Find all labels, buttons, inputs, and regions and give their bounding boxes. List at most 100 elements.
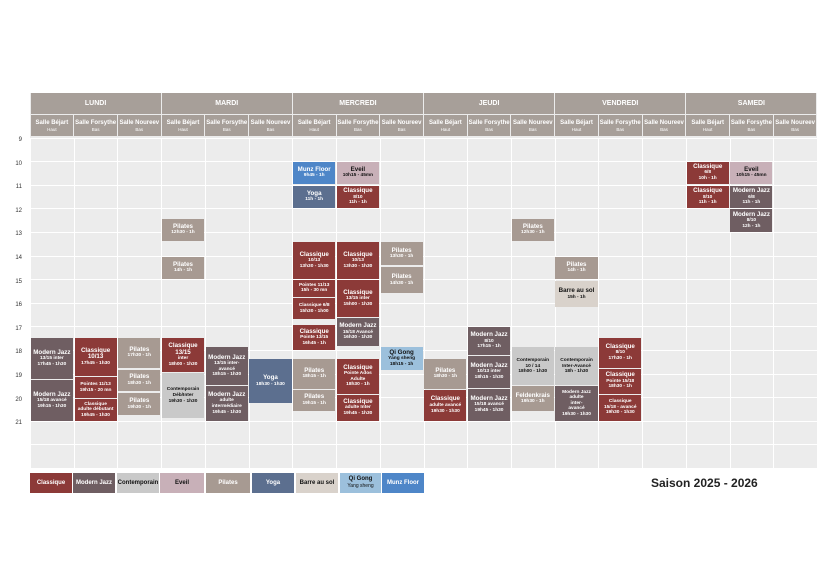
class-block[interactable]: Modern Jazz 15/18 Avancé 16h30 - 1h30 <box>336 317 379 347</box>
room-header: Salle Noureev Bas <box>511 115 555 136</box>
legend-item: Yoga <box>252 473 294 493</box>
class-block[interactable]: Pilates 14h - 1h <box>555 256 598 280</box>
class-block[interactable]: Modern Jazz 15/18 avancé 19h45 - 1h30 <box>468 388 511 421</box>
class-title: Pilates <box>129 397 150 405</box>
class-block[interactable]: Modern Jazz 13/15 inter-avancé 18h15 - 1h3… <box>205 347 248 386</box>
room-header: Salle Béjart Haut <box>30 115 74 136</box>
class-block[interactable]: Classique Pointe 13/15 16h45 - 1h <box>293 324 336 350</box>
class-block[interactable]: Modern Jazz 15/18 avancé 19h15 - 1h30 <box>30 380 73 421</box>
hour-label: 11 <box>15 184 22 191</box>
class-block[interactable]: Classique 6/8 10h - 1h <box>686 162 729 184</box>
class-block[interactable]: Modern Jazz 8/10 12h - 1h <box>730 209 773 232</box>
grid-row-line <box>30 302 817 304</box>
class-block[interactable]: Feldenkrais 19h30 - 1h <box>511 386 554 412</box>
class-block[interactable]: Modern Jazz adulte inter-avancé 19h30 - 1h… <box>555 386 598 421</box>
class-block[interactable]: Contemporain Déb/Inter 19h30 - 1h30 <box>161 373 205 419</box>
class-title: Classique <box>605 342 635 350</box>
class-block[interactable]: Pilates 19h15 - 1h <box>293 389 336 412</box>
class-detail: 12h30 - 1h <box>171 230 195 236</box>
class-block[interactable]: Modern Jazz 8/10 17h15 - 1h <box>468 327 511 355</box>
room-level: Bas <box>397 126 406 132</box>
class-block[interactable]: Modern Jazz 10/13 inter 18h15 - 1h30 <box>468 355 511 388</box>
class-detail: 19h45 - 1h30 <box>81 412 110 418</box>
class-block[interactable]: Pointes 11/13 19h15 - 20 mn <box>74 376 117 399</box>
room-name: Salle Béjart <box>166 119 200 126</box>
class-block[interactable]: Pilates 14h - 1h <box>161 256 205 280</box>
class-block[interactable]: Classique 6/8 15h30 - 1h00 <box>293 297 336 320</box>
class-block[interactable]: Pilates 18h15 - 1h <box>293 359 336 389</box>
class-block[interactable]: Classique 8/10 17h30 - 1h <box>599 337 642 368</box>
hour-label: 21 <box>15 420 22 427</box>
class-block[interactable]: Modern Jazz adulte intermédiaire 19h45 - 1h… <box>205 386 248 421</box>
class-detail: 18h - 1h30 <box>564 369 589 375</box>
class-detail: Pointe Ados <box>343 371 372 377</box>
class-detail: 15/18 avancé <box>474 402 504 408</box>
class-block[interactable]: Pilates 18h30 - 1h <box>424 359 467 389</box>
class-block[interactable]: Classique Pointe Ados Adulte 18h30 - 1h <box>336 359 379 394</box>
legend-item: Contemporain <box>117 473 159 493</box>
legend-label: Modern Jazz <box>75 479 112 486</box>
class-block[interactable]: Classique 10/13 13h30 - 1h30 <box>336 242 379 280</box>
class-block[interactable]: Classique 8/10 11h - 1h <box>686 185 729 209</box>
class-block[interactable]: Barre au sol 15h - 1h <box>555 281 598 308</box>
class-detail: intermédiaire <box>211 403 242 409</box>
class-block[interactable]: Classique 10/13 13h30 - 1h30 <box>293 242 336 280</box>
legend-label: Pilates <box>218 479 238 486</box>
class-detail: 8/10 <box>353 194 363 200</box>
room-name: Salle Béjart <box>429 119 462 126</box>
class-block[interactable]: Classique adulte Inter 19h45 - 1h30 <box>336 394 379 421</box>
room-level: Bas <box>660 126 668 132</box>
class-block[interactable]: Pilates 12h30 - 1h <box>511 218 554 242</box>
class-detail: avancé <box>218 366 235 372</box>
legend-label: Barre au sol <box>299 479 335 486</box>
class-block[interactable]: Modern Jazz 13/15 inter 17h45 - 1h30 <box>30 337 73 380</box>
class-detail: 16h30 - 1h30 <box>343 335 373 341</box>
grid-row-line <box>30 467 817 469</box>
class-detail: 12h - 1h <box>742 223 761 229</box>
class-detail: Adulte <box>350 376 366 382</box>
day-header: JEUDI <box>424 93 555 114</box>
class-detail: 19h15 - 1h30 <box>37 403 67 409</box>
class-block[interactable]: Classique 13/15 inter 15h00 - 1h30 <box>336 280 379 317</box>
class-block[interactable]: Munz Floor 9h45 - 1h <box>293 162 336 184</box>
class-block[interactable]: Classique 15/18 - avancé 19h30 - 1h30 <box>599 394 642 421</box>
class-title: Classique 13/15 <box>168 342 198 356</box>
class-detail: 18h30 - 1h <box>608 384 632 390</box>
class-title: Pilates <box>522 222 543 230</box>
class-block[interactable]: Eveil 10h15 - 45mn <box>730 162 773 184</box>
room-level: Bas <box>791 126 799 132</box>
class-title: Munz Floor <box>297 165 331 173</box>
hour-label: 12 <box>15 207 22 214</box>
class-block[interactable]: Qi Gong Yang sheng 18h15 - 1h <box>380 347 423 370</box>
class-block[interactable]: Classique adulte débutant 19h45 - 1h30 <box>74 399 117 421</box>
class-block[interactable]: Modern Jazz 6/8 11h - 1h <box>730 185 773 209</box>
class-block[interactable]: Classique 8/10 11h - 1h <box>336 185 379 209</box>
class-block[interactable]: Classique 10/13 17h45 - 1h30 <box>74 337 117 376</box>
class-block[interactable]: Pilates 13h30 - 1h <box>380 242 423 265</box>
class-block[interactable]: Classique adulte avancé 19h30 - 1h30 <box>424 389 467 421</box>
class-block[interactable]: Pointes 11/13 15h - 30 mn <box>293 280 336 297</box>
class-block[interactable]: Pilates 14h30 - 1h <box>380 267 423 294</box>
class-title: Classique <box>693 187 723 195</box>
room-header: Salle Forsythe Bas <box>730 115 773 136</box>
room-header: Salle Forsythe Bas <box>336 115 380 136</box>
class-block[interactable]: Pilates 18h30 - 1h <box>118 369 161 392</box>
room-header: Salle Béjart Haut <box>161 115 205 136</box>
class-block[interactable]: Contemporain 10 / 14 18h00 - 1h30 <box>511 347 554 386</box>
class-block[interactable]: Classique 13/15 inter 18h00 - 1h30 <box>161 337 205 373</box>
class-detail: 6/8 <box>704 170 712 176</box>
class-block[interactable]: Eveil 10h15 - 45mn <box>336 162 379 184</box>
room-header: Salle Noureev Bas <box>773 115 817 136</box>
class-block[interactable]: Pilates 19h30 - 1h <box>118 393 161 415</box>
room-level: Bas <box>747 126 756 132</box>
class-block[interactable]: Classique Pointe 15/18 18h30 - 1h <box>599 368 642 394</box>
class-detail: Classique 6/8 <box>298 302 330 308</box>
class-block[interactable]: Yoga 11h - 1h <box>293 185 336 209</box>
class-block[interactable]: Pilates 12h30 - 1h <box>161 218 205 242</box>
class-detail: 18h15 - 1h <box>389 361 414 367</box>
class-block[interactable]: Pilates 17h30 - 1h <box>118 337 161 368</box>
class-detail: 10h15 - 45mn <box>342 173 374 179</box>
class-block[interactable]: Contemporain Inter-Avancé 18h - 1h30 <box>555 347 598 386</box>
class-block[interactable]: Yoga 18h30 - 1h30 <box>249 359 292 403</box>
class-title: Qi Gong <box>389 348 414 356</box>
